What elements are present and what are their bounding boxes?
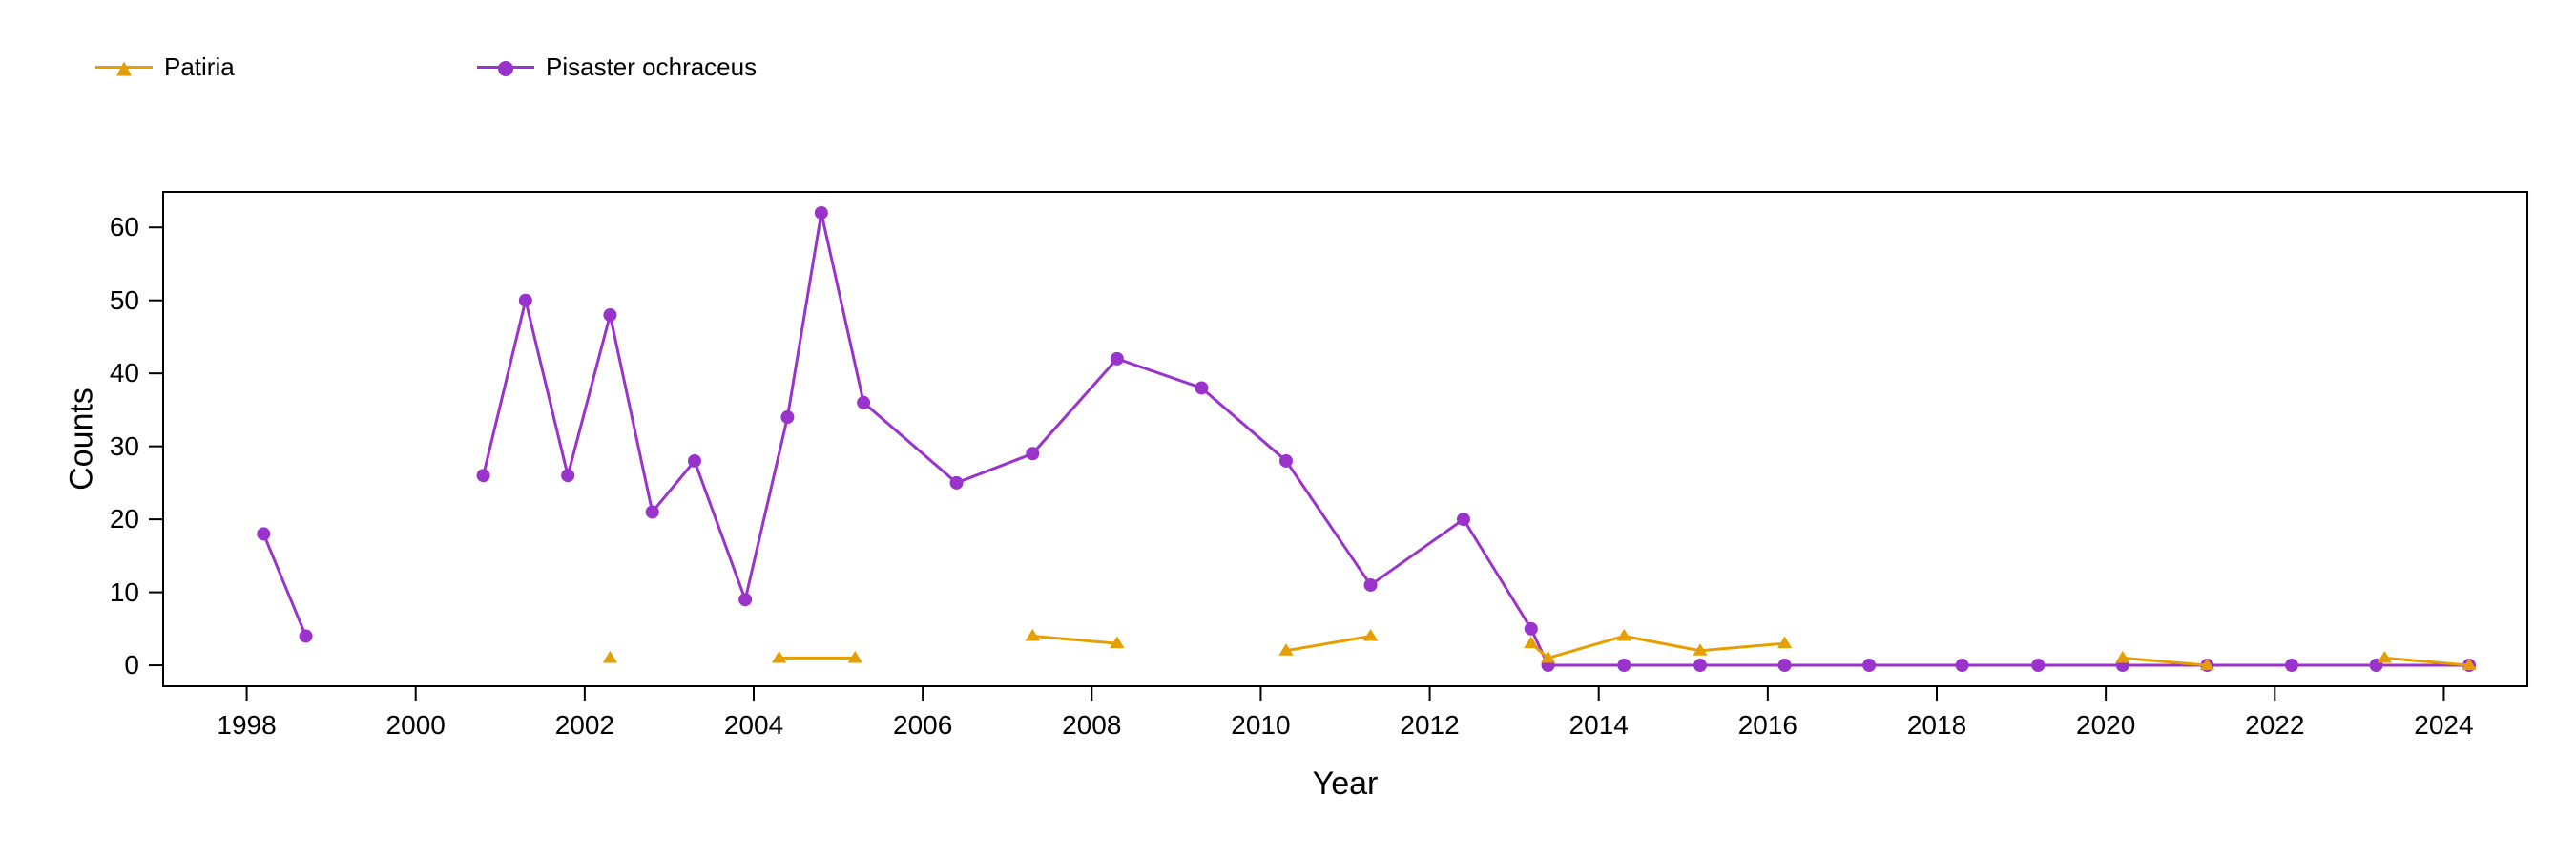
triangle-icon (2115, 651, 2129, 663)
y-tick-label: 30 (110, 431, 139, 462)
circle-icon (1364, 578, 1378, 592)
circle-icon (1956, 659, 1969, 672)
circle-icon (1026, 447, 1039, 460)
x-tick-label: 2010 (1231, 710, 1290, 741)
circle-icon (1279, 454, 1293, 468)
circle-icon (1195, 381, 1208, 394)
y-tick-label: 50 (110, 285, 139, 316)
x-tick-label: 2024 (2414, 710, 2473, 741)
x-tick-label: 2006 (893, 710, 952, 741)
chart-canvas: Patiria Pisaster ochraceus Year Counts 1… (0, 0, 2576, 859)
y-tick-label: 60 (110, 212, 139, 242)
series-line-patiria (1032, 636, 1117, 643)
triangle-icon (2378, 651, 2392, 663)
x-tick-label: 2014 (1569, 710, 1629, 741)
circle-icon (1693, 659, 1707, 672)
x-tick-label: 2004 (724, 710, 783, 741)
circle-icon (300, 629, 313, 642)
x-tick-label: 2002 (555, 710, 614, 741)
x-tick-label: 1998 (217, 710, 276, 741)
circle-icon (477, 469, 490, 482)
y-tick-label: 0 (124, 650, 139, 681)
circle-icon (1617, 659, 1631, 672)
circle-icon (1778, 659, 1792, 672)
circle-icon (1525, 622, 1538, 636)
circle-icon (257, 527, 270, 540)
series-line-patiria (1531, 636, 1785, 658)
circle-icon (857, 396, 870, 409)
circle-icon (815, 206, 828, 220)
x-tick-label: 2022 (2245, 710, 2304, 741)
circle-icon (2031, 659, 2045, 672)
x-axis-title: Year (1313, 765, 1379, 803)
circle-icon (603, 308, 616, 322)
circle-icon (738, 593, 752, 606)
circle-icon (519, 294, 532, 307)
x-tick-label: 2018 (1907, 710, 1966, 741)
circle-icon (780, 410, 794, 424)
x-tick-label: 2000 (386, 710, 446, 741)
triangle-icon (1777, 637, 1792, 649)
triangle-icon (1026, 629, 1040, 641)
y-tick-label: 10 (110, 577, 139, 608)
series-line-pisaster (263, 534, 305, 636)
y-axis-title: Counts (64, 388, 101, 491)
x-tick-label: 2016 (1738, 710, 1797, 741)
circle-icon (1457, 513, 1470, 526)
y-tick-label: 40 (110, 358, 139, 388)
x-tick-label: 2020 (2076, 710, 2135, 741)
circle-icon (561, 469, 574, 482)
series-line-pisaster (484, 213, 2469, 665)
circle-icon (688, 454, 701, 468)
y-tick-label: 20 (110, 504, 139, 534)
circle-icon (1862, 659, 1876, 672)
circle-icon (950, 476, 964, 490)
circle-icon (2285, 659, 2298, 672)
x-tick-label: 2012 (1400, 710, 1459, 741)
circle-icon (1111, 352, 1124, 366)
series-line-patiria (1286, 636, 1371, 650)
triangle-icon (1363, 629, 1378, 641)
triangle-icon (603, 651, 617, 663)
circle-icon (646, 505, 659, 518)
x-tick-label: 2008 (1062, 710, 1121, 741)
triangle-icon (1617, 629, 1631, 641)
